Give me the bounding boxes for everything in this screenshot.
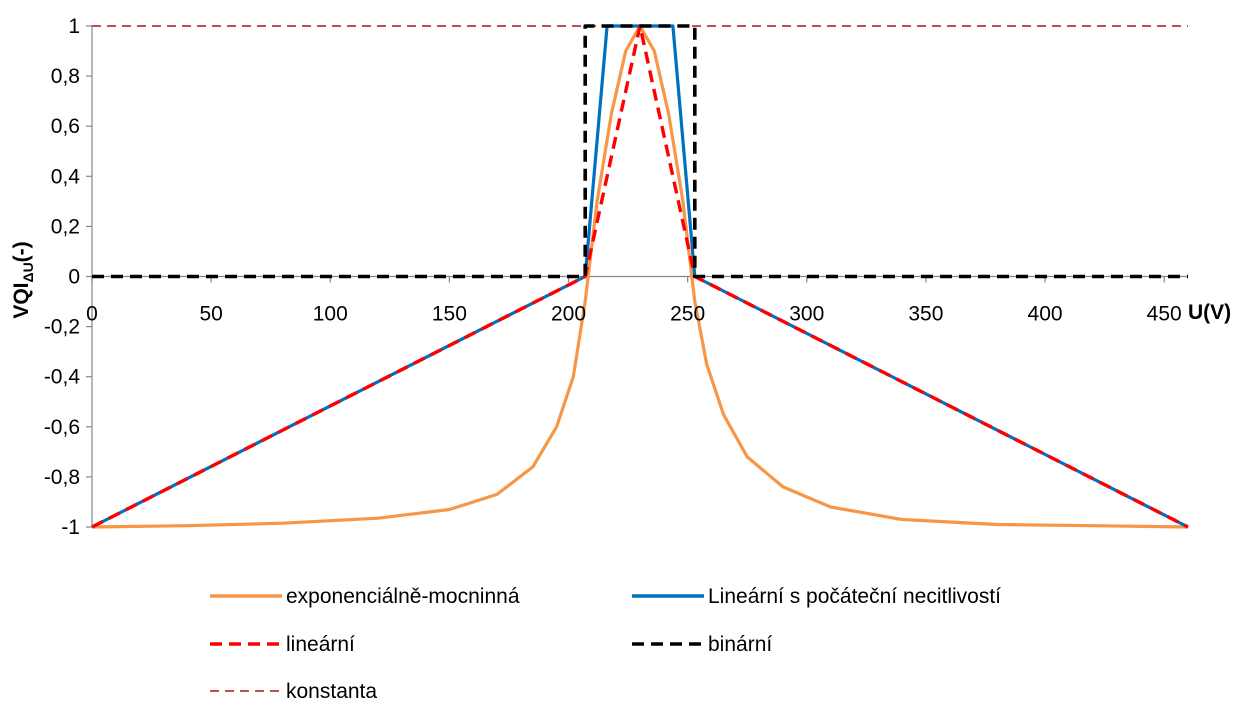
y-axis-title-main: VQI bbox=[10, 282, 33, 318]
y-tick-label: 0 bbox=[68, 266, 80, 289]
legend: exponenciálně-mocninná Lineární s počáteč… bbox=[210, 585, 1001, 703]
legend-label-2: lineární bbox=[286, 633, 355, 656]
y-tick-label: -0,2 bbox=[44, 316, 80, 339]
x-tick-label: 100 bbox=[313, 303, 348, 326]
y-tick-label: -1 bbox=[61, 516, 80, 539]
x-tick-label: 300 bbox=[789, 303, 824, 326]
series-lines bbox=[91, 24, 1189, 529]
y-tick-label: -0,8 bbox=[44, 466, 80, 489]
y-axis-title: VQIΔU(-) bbox=[10, 241, 36, 318]
x-tick-label: 350 bbox=[908, 303, 943, 326]
y-tick-label: 0,8 bbox=[51, 65, 80, 88]
y-tick-label: -0,4 bbox=[44, 366, 81, 389]
x-tick-label: 0 bbox=[86, 303, 98, 326]
legend-label-0: exponenciálně-mocninná bbox=[286, 585, 520, 608]
series-line-3 bbox=[92, 24, 1188, 279]
y-tick-label: 0,2 bbox=[51, 215, 80, 238]
tick-labels: 1 0,8 0,6 0,4 0,2 0 -0,2 -0,4 -0,6 -0,8 -1 0 50 100 15… bbox=[44, 15, 1182, 539]
y-tick-label: -0,6 bbox=[44, 416, 80, 439]
x-tick-label: 400 bbox=[1028, 303, 1063, 326]
x-tick-label: 50 bbox=[199, 303, 222, 326]
legend-label-3: binární bbox=[708, 633, 772, 656]
y-tick-label: 0,6 bbox=[51, 115, 80, 138]
y-tick-label: 1 bbox=[68, 15, 80, 38]
y-axis-title-suffix: (-) bbox=[10, 241, 33, 262]
x-axis-title: U(V) bbox=[1188, 301, 1231, 324]
x-tick-label: 200 bbox=[551, 303, 586, 326]
x-tick-label: 450 bbox=[1147, 303, 1182, 326]
legend-label-4: konstanta bbox=[286, 680, 377, 703]
legend-label-1: Lineární s počáteční necitlivostí bbox=[708, 585, 1001, 608]
y-axis-title-subscript: ΔU bbox=[20, 262, 36, 282]
y-tick-label: 0,4 bbox=[51, 165, 81, 188]
x-tick-label: 250 bbox=[670, 303, 705, 326]
x-tick-label: 150 bbox=[432, 303, 467, 326]
